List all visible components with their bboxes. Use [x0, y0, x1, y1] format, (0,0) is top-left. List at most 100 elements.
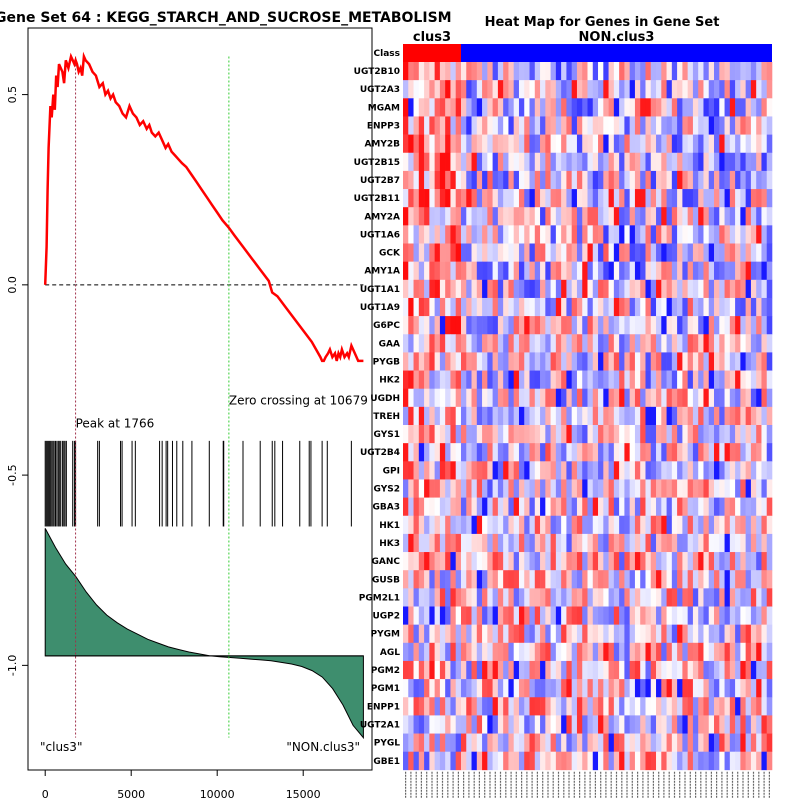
- heat-map-cell: [745, 479, 752, 498]
- heat-map-cell: [497, 152, 504, 172]
- heat-map-cell: [592, 62, 599, 81]
- heat-map-cell: [750, 533, 757, 553]
- heat-map-cell: [756, 588, 762, 607]
- heat-map-cell: [534, 679, 541, 698]
- heat-map-cell: [582, 660, 588, 680]
- heat-map-cell: [666, 425, 673, 444]
- heat-map-cell: [719, 497, 725, 517]
- heat-map-cell: [571, 62, 578, 81]
- heat-map-cell: [687, 515, 694, 535]
- heat-map-cell: [561, 406, 567, 426]
- heat-map-cell: [576, 497, 583, 517]
- heat-map-cell: [645, 533, 652, 553]
- heat-map-cell: [529, 207, 536, 226]
- heat-map-cell: [466, 207, 472, 226]
- heat-map-cell: [555, 479, 562, 498]
- heat-map-cell: [582, 443, 588, 462]
- heat-map-cell: [619, 279, 625, 299]
- heat-map-cell: [418, 80, 425, 99]
- heat-map-cell: [724, 425, 731, 444]
- heat-map-cell: [429, 243, 435, 262]
- heat-map-cell: [745, 243, 752, 262]
- heat-map-cell: [434, 225, 441, 244]
- heat-map-cell: [476, 606, 483, 625]
- heat-map-cell: [508, 225, 514, 244]
- heat-map-cell: [645, 152, 652, 172]
- heat-map-cell: [619, 388, 625, 408]
- heat-map-cell: [703, 189, 710, 208]
- heat-map-cell: [529, 461, 536, 480]
- heat-map-cell: [750, 588, 757, 607]
- heat-map-cell: [503, 152, 509, 172]
- gene-label: AMY1A: [364, 267, 400, 277]
- heat-map-cell: [634, 62, 641, 81]
- heat-map-cell: [492, 515, 499, 535]
- heat-map-cell: [656, 388, 662, 408]
- heat-map-cell: [677, 62, 683, 81]
- heat-map-cell: [534, 189, 541, 208]
- heat-map-cell: [524, 679, 530, 698]
- heat-map-cell: [508, 461, 514, 480]
- heat-map-cell: [418, 170, 425, 190]
- heat-map-cell: [750, 552, 757, 571]
- heat-map-cell: [408, 751, 414, 771]
- heat-map-cell: [534, 588, 541, 607]
- heat-map-cell: [698, 207, 704, 226]
- heat-map-cell: [613, 406, 620, 426]
- heat-map-cell: [529, 297, 536, 317]
- heat-map-cell: [555, 443, 562, 462]
- heat-map-cell: [455, 570, 462, 589]
- heat-map-cell: [487, 606, 493, 625]
- heat-map-cell: [466, 297, 472, 317]
- heat-map-cell: [608, 189, 615, 208]
- heat-map-cell: [471, 334, 478, 353]
- heat-map-cell: [497, 370, 504, 389]
- heat-map-cell: [540, 80, 546, 99]
- heat-map-cell: [550, 533, 557, 553]
- heat-map-cell: [708, 679, 715, 698]
- heat-map-cell: [487, 370, 493, 389]
- heat-map-cell: [482, 497, 488, 517]
- heat-map-cell: [439, 461, 446, 480]
- heat-map-cell: [650, 261, 657, 281]
- heat-map-cell: [513, 642, 520, 662]
- heat-map-cell: [403, 715, 409, 734]
- heat-map-cell: [524, 443, 530, 462]
- heat-map-cell: [735, 715, 741, 734]
- heat-map-cell: [708, 733, 715, 752]
- heat-map-cell: [708, 697, 715, 716]
- heat-map-cell: [455, 152, 462, 172]
- heat-map-cell: [661, 316, 667, 335]
- heat-map-cell: [766, 279, 773, 299]
- heat-map-cell: [561, 316, 567, 335]
- heat-map-cell: [656, 642, 662, 662]
- heat-map-cell: [576, 697, 583, 716]
- heat-map-cell: [439, 225, 446, 244]
- heat-map-cell: [534, 552, 541, 571]
- heat-map-cell: [471, 570, 478, 589]
- heat-map-cell: [497, 552, 504, 571]
- heat-map-cell: [492, 406, 499, 426]
- heat-map-cell: [455, 243, 462, 262]
- heat-map-cell: [687, 642, 694, 662]
- heat-map-cell: [513, 297, 520, 317]
- heat-map-cell: [571, 388, 578, 408]
- heat-map-cell: [608, 370, 615, 389]
- heat-map-cell: [708, 388, 715, 408]
- heat-map-cell: [566, 425, 572, 444]
- heat-map-cell: [403, 316, 409, 335]
- heat-map-cell: [566, 261, 572, 281]
- heat-map-cell: [708, 624, 715, 644]
- heat-map-cell: [692, 134, 699, 154]
- heat-map-cell: [413, 479, 420, 498]
- heat-map-cell: [619, 116, 625, 135]
- heat-map-cell: [561, 588, 567, 607]
- heat-map-cell: [724, 334, 731, 353]
- heat-map-cell: [529, 697, 536, 716]
- heat-map-cell: [455, 225, 462, 244]
- heat-map-cell: [555, 497, 562, 517]
- heat-map-cell: [413, 370, 420, 389]
- heat-map-cell: [408, 679, 414, 698]
- heat-map-cell: [756, 152, 762, 172]
- heat-map-cell: [492, 243, 499, 262]
